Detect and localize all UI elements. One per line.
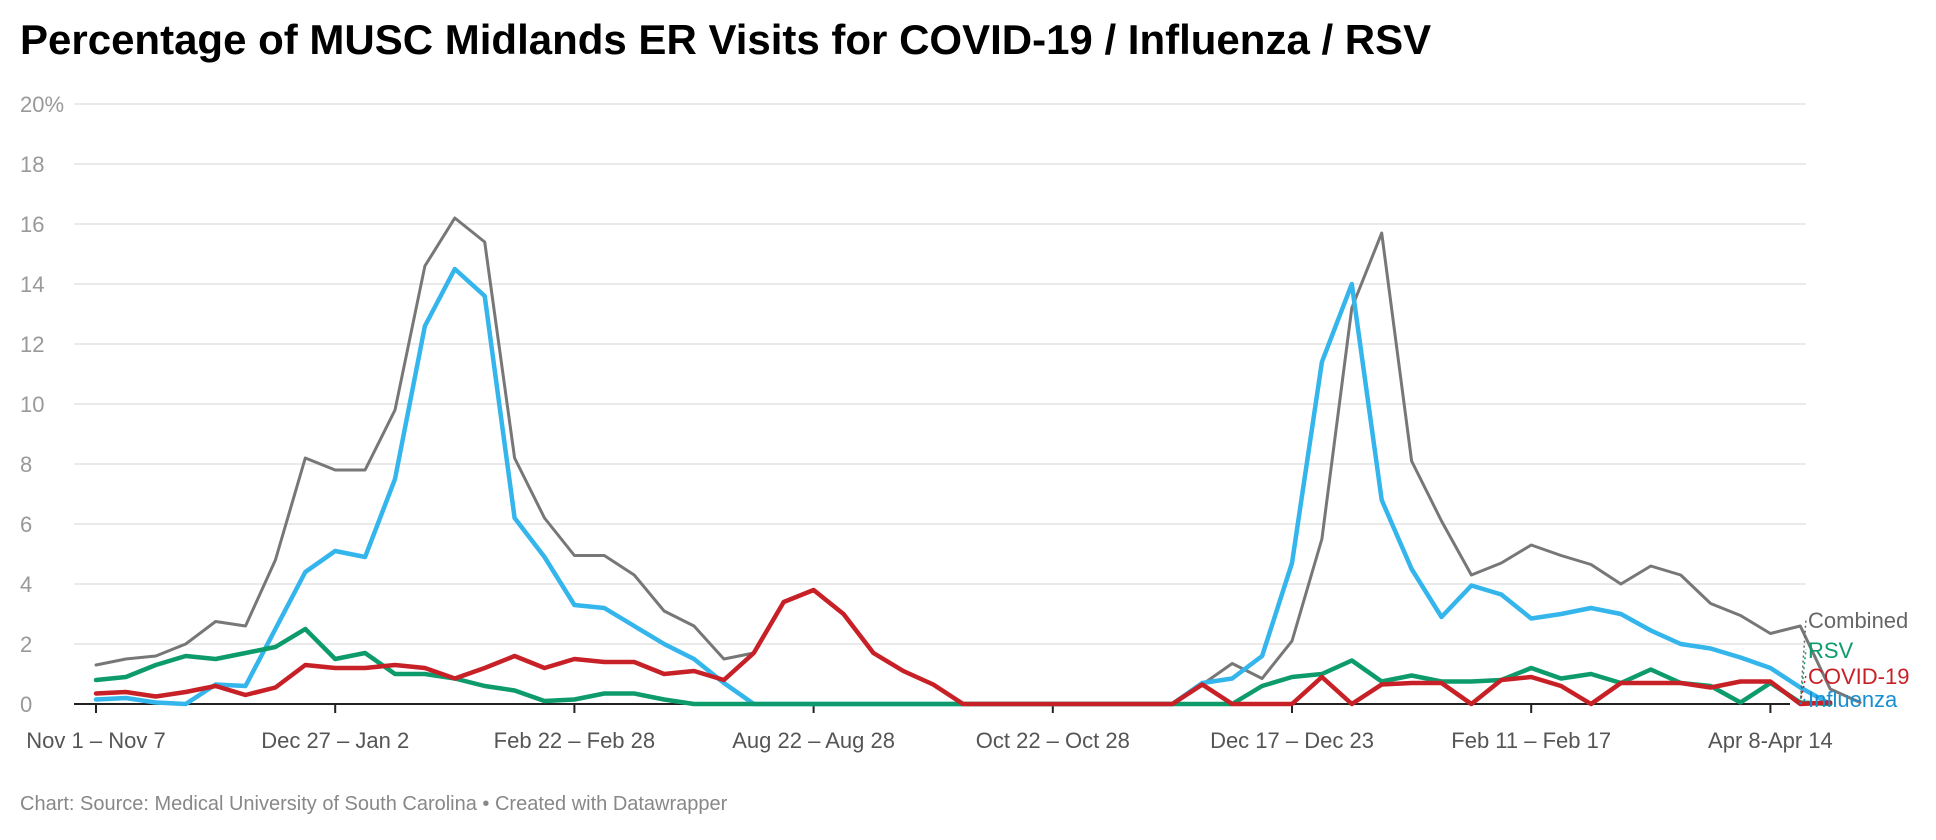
x-tick-label: Apr 8-Apr 14 [1708, 728, 1833, 753]
y-tick-label: 8 [20, 452, 32, 477]
series-label-covid-19: COVID-19 [1808, 664, 1909, 689]
y-tick-label: 0 [20, 692, 32, 717]
chart-title: Percentage of MUSC Midlands ER Visits fo… [20, 16, 1432, 63]
y-tick-label: 2 [20, 632, 32, 657]
y-tick-label: 20% [20, 92, 64, 117]
series-lines [93, 216, 1862, 707]
y-tick-label: 14 [20, 272, 44, 297]
y-tick-label: 10 [20, 392, 44, 417]
x-tick-label: Feb 11 – Feb 17 [1451, 728, 1611, 753]
series-label-rsv: RSV [1808, 638, 1854, 663]
y-tick-label: 12 [20, 332, 44, 357]
series-line-influenza [93, 266, 1833, 707]
x-tick-label: Dec 27 – Jan 2 [261, 728, 409, 753]
leader-line-influenza [1799, 697, 1807, 705]
leader-line-rsv [1799, 648, 1807, 705]
x-tick-label: Aug 22 – Aug 28 [732, 728, 895, 753]
x-tick-label: Nov 1 – Nov 7 [26, 728, 165, 753]
y-tick-label: 16 [20, 212, 44, 237]
chart-source-note: Chart: Source: Medical University of Sou… [20, 793, 728, 815]
y-tick-label: 18 [20, 152, 44, 177]
y-tick-label: 4 [20, 572, 32, 597]
x-axis: Nov 1 – Nov 7 Dec 27 – Jan 2 Feb 22 – Feb … [26, 703, 1833, 753]
series-line-combined [94, 216, 1862, 706]
series-label-combined: Combined [1808, 608, 1908, 633]
y-tick-label: 6 [20, 512, 32, 537]
y-axis: 0 2 4 6 8 10 12 14 16 18 20% [20, 92, 64, 717]
gridlines [74, 103, 1806, 645]
leader-line-combined [1799, 618, 1807, 703]
x-tick-label: Dec 17 – Dec 23 [1210, 728, 1374, 753]
x-tick-label: Oct 22 – Oct 28 [976, 728, 1130, 753]
series-line-covid-19 [93, 587, 1833, 707]
series-label-influenza: Influenza [1808, 687, 1898, 712]
x-tick-label: Feb 22 – Feb 28 [494, 728, 655, 753]
